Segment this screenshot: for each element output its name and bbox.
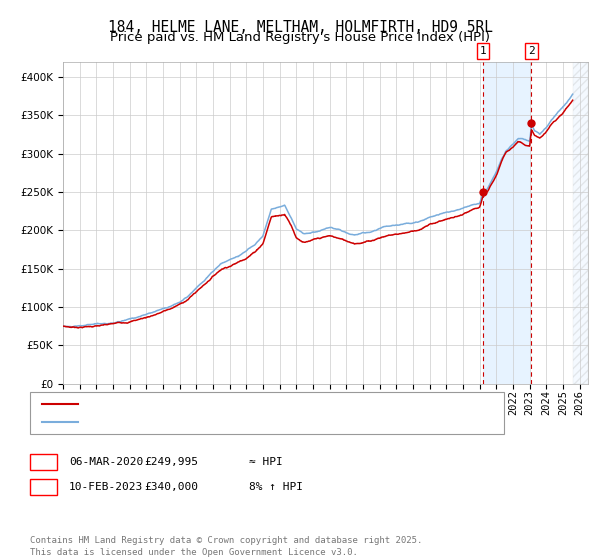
- Text: 06-MAR-2020: 06-MAR-2020: [69, 457, 143, 467]
- Text: £249,995: £249,995: [144, 457, 198, 467]
- Text: 184, HELME LANE, MELTHAM, HOLMFIRTH, HD9 5RL: 184, HELME LANE, MELTHAM, HOLMFIRTH, HD9…: [107, 20, 493, 35]
- Text: £340,000: £340,000: [144, 482, 198, 492]
- Text: 1: 1: [479, 46, 486, 56]
- Text: 184, HELME LANE, MELTHAM, HOLMFIRTH, HD9 5RL (detached house): 184, HELME LANE, MELTHAM, HOLMFIRTH, HD9…: [84, 399, 496, 409]
- Bar: [482, 62, 532, 384]
- Text: 1: 1: [40, 455, 47, 469]
- Text: 2: 2: [40, 480, 47, 494]
- Text: Contains HM Land Registry data © Crown copyright and database right 2025.
This d: Contains HM Land Registry data © Crown c…: [30, 536, 422, 557]
- Text: Price paid vs. HM Land Registry's House Price Index (HPI): Price paid vs. HM Land Registry's House …: [110, 31, 490, 44]
- Text: 2: 2: [528, 46, 535, 56]
- Text: 8% ↑ HPI: 8% ↑ HPI: [249, 482, 303, 492]
- Text: HPI: Average price, detached house, Kirklees: HPI: Average price, detached house, Kirk…: [84, 417, 381, 427]
- Text: 10-FEB-2023: 10-FEB-2023: [69, 482, 143, 492]
- Text: ≈ HPI: ≈ HPI: [249, 457, 283, 467]
- Bar: [572, 62, 588, 384]
